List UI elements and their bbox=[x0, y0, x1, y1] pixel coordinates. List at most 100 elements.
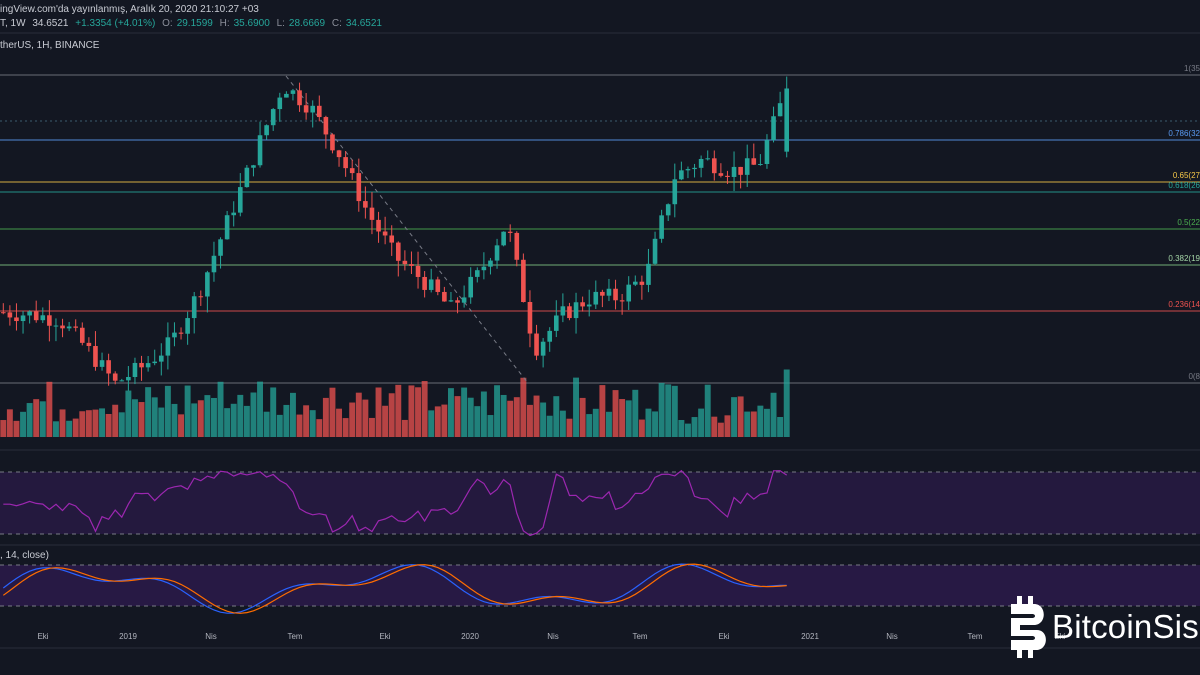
bitcoinsis-logo: BitcoinSis bbox=[1004, 596, 1199, 658]
volume-bar bbox=[691, 417, 698, 437]
stoch-band bbox=[0, 565, 1200, 606]
candle-body bbox=[244, 167, 250, 188]
volume-bar bbox=[197, 400, 204, 437]
volume-bar bbox=[428, 410, 435, 437]
volume-bar bbox=[355, 392, 362, 437]
stoch-rsi-pane bbox=[0, 563, 1200, 614]
candle-body bbox=[501, 231, 506, 246]
candle-body bbox=[665, 204, 671, 216]
candle-body bbox=[540, 341, 546, 356]
volume-bar bbox=[158, 407, 165, 437]
volume-bar bbox=[303, 405, 310, 437]
volume-bar bbox=[329, 387, 336, 437]
candle-body bbox=[224, 215, 230, 240]
volume-bar bbox=[178, 414, 185, 437]
candle-body bbox=[758, 164, 763, 166]
candle-body bbox=[60, 325, 65, 329]
candle-body bbox=[409, 264, 414, 266]
volume-bar bbox=[105, 413, 112, 437]
volume-bar bbox=[645, 408, 652, 437]
header-line-2: T, 1W 34.6521 +1.3354 (+4.01%) O: 29.1599… bbox=[0, 18, 382, 29]
fib-label-0.236: 0.236(14 bbox=[1168, 300, 1200, 309]
volume-bar bbox=[474, 406, 481, 437]
volume-bar bbox=[731, 397, 738, 437]
volume-bar bbox=[566, 418, 573, 437]
candle-body bbox=[73, 326, 79, 328]
candle-body bbox=[738, 166, 743, 175]
volume-bar bbox=[6, 409, 13, 437]
fib-label-0.65: 0.65(27 bbox=[1173, 171, 1200, 180]
candle-body bbox=[428, 279, 434, 290]
candle-body bbox=[303, 105, 309, 113]
volume-bar bbox=[553, 396, 560, 437]
x-tick-label: 2020 bbox=[461, 632, 479, 641]
volume-bar bbox=[540, 402, 547, 437]
candle-body bbox=[310, 105, 316, 113]
candle-body bbox=[764, 140, 770, 165]
candle-body bbox=[389, 235, 395, 243]
volume-bar bbox=[487, 415, 494, 437]
volume-bar bbox=[131, 399, 138, 437]
volume-bar bbox=[612, 390, 619, 437]
candle-body bbox=[139, 362, 144, 368]
candle-body bbox=[14, 317, 19, 322]
volume-bar bbox=[783, 369, 790, 437]
volume-bar bbox=[289, 392, 296, 437]
candles bbox=[0, 76, 790, 391]
volume-bar bbox=[342, 418, 349, 437]
candle-body bbox=[698, 158, 704, 168]
volume-bar bbox=[26, 403, 33, 437]
volume-bar bbox=[447, 388, 454, 437]
volume-bar bbox=[770, 392, 777, 437]
candle-body bbox=[448, 300, 454, 302]
volume-bar bbox=[619, 399, 626, 437]
volume-bar bbox=[138, 402, 145, 437]
x-tick-label: Tem bbox=[287, 632, 302, 641]
volume-bar bbox=[599, 385, 606, 437]
volume-bar bbox=[533, 395, 540, 437]
candle-body bbox=[619, 300, 625, 302]
fib-label-0: 0(8 bbox=[1188, 372, 1200, 381]
volume-bar bbox=[33, 399, 40, 437]
volume-bar bbox=[151, 397, 158, 437]
candle-body bbox=[705, 158, 711, 160]
candle-body bbox=[27, 311, 32, 316]
candle-body bbox=[369, 207, 375, 220]
volume-bar bbox=[698, 408, 705, 437]
volume-bar bbox=[546, 415, 553, 437]
fib-label-0.786: 0.786(32 bbox=[1168, 129, 1200, 138]
candle-body bbox=[560, 306, 566, 316]
volume-bar bbox=[513, 397, 520, 437]
volume-bar bbox=[507, 400, 514, 437]
fib-label-1: 1(35 bbox=[1184, 64, 1200, 73]
close-value: 34.6521 bbox=[345, 18, 382, 29]
candle-body bbox=[257, 135, 263, 166]
candle-body bbox=[468, 276, 474, 298]
candle-body bbox=[86, 342, 92, 347]
volume-bar bbox=[763, 408, 770, 437]
candle-body bbox=[547, 330, 553, 342]
x-tick-label: Nis bbox=[205, 632, 217, 641]
publish-info: ingView.com'da yayınlanmış, Aralık 20, 2… bbox=[0, 4, 259, 15]
volume-bar bbox=[112, 404, 119, 437]
candle-body bbox=[777, 103, 783, 117]
volume-bar bbox=[250, 392, 257, 437]
candle-body bbox=[356, 173, 362, 202]
candle-body bbox=[639, 281, 645, 285]
volume-bar bbox=[573, 377, 580, 437]
volume-bar bbox=[388, 393, 395, 437]
candle-body bbox=[218, 239, 223, 256]
x-tick-label: Tem bbox=[967, 632, 982, 641]
rsi-line bbox=[3, 469, 788, 537]
volume-bar bbox=[336, 408, 343, 437]
volume-bar bbox=[441, 404, 448, 437]
volume-bar bbox=[592, 408, 599, 437]
volume-bar bbox=[13, 420, 20, 437]
candle-body bbox=[231, 212, 237, 216]
x-tick-label: Tem bbox=[632, 632, 647, 641]
candle-body bbox=[66, 326, 72, 329]
x-tick-label: Nis bbox=[886, 632, 898, 641]
volume-bar bbox=[237, 394, 244, 437]
volume-bar bbox=[52, 421, 59, 437]
